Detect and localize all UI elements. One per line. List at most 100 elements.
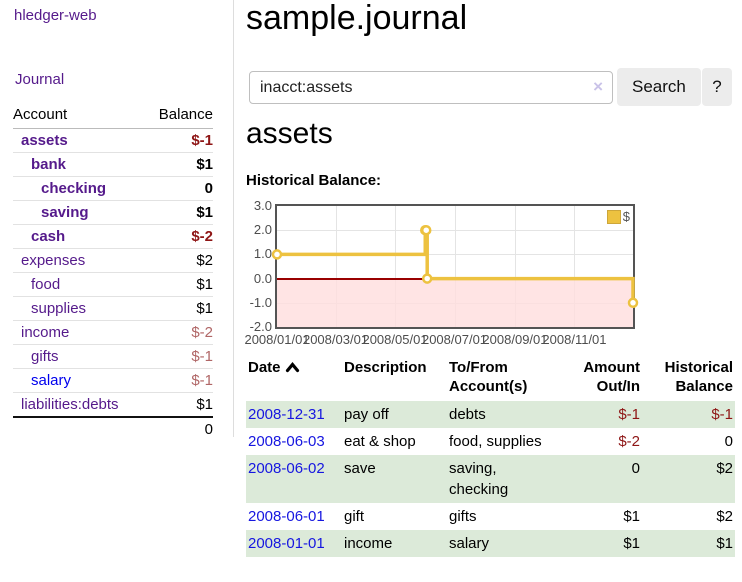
chart-x-tick-label: 2008/05/01 — [362, 332, 428, 347]
transaction-description: income — [344, 535, 393, 552]
historical-balance-chart: $ 2008/01/01 2008/03/01 2008/05/01 2008/07/… — [244, 198, 742, 352]
sidebar-account-link-income[interactable]: income — [21, 324, 70, 341]
register-table: Date Description To/From Account(s) Amou… — [246, 358, 735, 557]
transaction-balance: $-1 — [711, 406, 733, 423]
sidebar-account-link-expenses[interactable]: expenses — [21, 252, 86, 269]
transaction-date-cell: 2008-01-01 — [246, 530, 342, 557]
sidebar-account-link-salary[interactable]: salary — [31, 372, 72, 389]
transaction-date-link[interactable]: 2008-12-31 — [248, 406, 325, 423]
transaction-date-cell: 2008-12-31 — [246, 401, 342, 428]
chart-x-tick-label: 2008/03/01 — [302, 332, 369, 347]
app-brand-link[interactable]: hledger-web — [14, 7, 97, 24]
transaction-amount: $-1 — [618, 406, 640, 423]
account-balance-assets: $-1 — [191, 132, 213, 149]
register-header-row: Date Description To/From Account(s) Amou… — [246, 358, 735, 401]
chart-y-tick-label: 3.0 — [253, 198, 272, 213]
sidebar-account-link-bank[interactable]: bank — [31, 156, 67, 173]
transaction-description: gift — [344, 508, 365, 525]
help-button[interactable]: ? — [702, 68, 732, 106]
account-balance-cash: $-2 — [191, 228, 213, 245]
search-input[interactable] — [249, 71, 613, 104]
sidebar-divider — [233, 0, 234, 437]
transaction-row-2008-06-02: 2008-06-02 save saving, checking 0 $2 — [246, 455, 735, 503]
transaction-row-2008-12-31: 2008-12-31 pay off debts $-1 $-1 — [246, 401, 735, 428]
chart-legend: $ — [606, 209, 630, 224]
chart-plot: $ — [271, 204, 639, 329]
page-title: sample.journal — [246, 0, 468, 37]
transaction-accounts: gifts — [449, 508, 477, 525]
register-header-amount: Amount Out/In — [583, 359, 640, 395]
chart-x-tick-label: 2008/09/01 — [482, 332, 548, 347]
chart-point-marker — [271, 249, 283, 260]
transaction-description: eat & shop — [344, 433, 416, 450]
account-balance-salary: $-1 — [191, 372, 213, 389]
transaction-date-cell: 2008-06-03 — [246, 428, 342, 455]
transaction-date-link[interactable]: 2008-06-01 — [248, 508, 325, 525]
sidebar-item-journal[interactable]: Journal — [15, 71, 65, 88]
account-row-expenses: expenses $2 — [13, 249, 213, 273]
chart-y-tick-label: 2.0 — [253, 222, 272, 238]
register-header-description: Description — [344, 359, 427, 376]
account-row-cash: cash $-2 — [13, 225, 213, 249]
chart-negative-region — [277, 278, 633, 327]
account-balance-supplies: $1 — [196, 300, 213, 317]
accounts-total-row: 0 — [13, 416, 213, 441]
sidebar-account-link-gifts[interactable]: gifts — [31, 348, 59, 365]
chart-x-tick-label: 2008/07/01 — [421, 332, 488, 347]
sidebar-account-link-assets[interactable]: assets — [21, 132, 68, 149]
chart-gridline-vertical — [574, 206, 576, 327]
sidebar-account-link-checking[interactable]: checking — [41, 180, 107, 197]
transaction-date-cell: 2008-06-01 — [246, 503, 342, 530]
chart-gridline-vertical — [514, 206, 516, 327]
transaction-row-2008-01-01: 2008-01-01 income salary $1 $1 — [246, 530, 735, 557]
transaction-balance: $2 — [716, 460, 733, 477]
chart-gridline-horizontal — [277, 230, 633, 232]
account-row-gifts: gifts $-1 — [13, 345, 213, 369]
chart-point-marker — [627, 297, 639, 309]
account-row-bank: bank $1 — [13, 153, 213, 177]
legend-label: $ — [622, 209, 630, 224]
chart-gridline-vertical — [335, 206, 337, 327]
transaction-accounts: debts — [449, 406, 486, 423]
accounts-table-header: Account Balance — [13, 104, 213, 129]
sidebar-account-link-liabilities-debts[interactable]: liabilities:debts — [21, 396, 119, 413]
sidebar-account-link-saving[interactable]: saving — [41, 204, 89, 221]
account-row-salary: salary $-1 — [13, 369, 213, 393]
chart-gridline-vertical — [395, 206, 397, 327]
account-row-liabilities-debts: liabilities:debts $1 — [13, 393, 213, 416]
register-header-balance: Historical Balance — [664, 359, 733, 395]
transaction-accounts: salary — [449, 535, 490, 552]
sort-ascending-icon — [285, 362, 299, 373]
account-balance-liabilities-debts: $1 — [196, 396, 213, 413]
chart-point-marker — [420, 224, 432, 236]
transaction-accounts: saving, checking — [449, 460, 509, 498]
accounts-table: Account Balance assets $-1 bank $1 checking 0… — [13, 104, 213, 441]
account-row-assets: assets $-1 — [13, 129, 213, 153]
account-balance-expenses: $2 — [196, 252, 213, 269]
register-header-date[interactable]: Date — [246, 358, 342, 401]
chart-x-tick-label: 2008/01/01 — [244, 332, 310, 347]
transaction-amount: 0 — [631, 460, 640, 477]
account-section-title: assets — [246, 117, 333, 150]
account-row-food: food $1 — [13, 273, 213, 297]
transaction-date-link[interactable]: 2008-06-02 — [248, 460, 325, 477]
transaction-description: pay off — [344, 406, 389, 423]
transaction-date-link[interactable]: 2008-01-01 — [248, 535, 325, 552]
transaction-amount: $1 — [623, 535, 640, 552]
clear-search-icon[interactable]: × — [593, 77, 603, 96]
sidebar-account-link-cash[interactable]: cash — [31, 228, 66, 245]
sidebar-account-link-food[interactable]: food — [31, 276, 61, 293]
register-header-accounts: To/From Account(s) — [449, 359, 528, 395]
chart-x-tick-label: 2008/11/01 — [542, 332, 607, 347]
search-button[interactable]: Search — [617, 68, 701, 106]
sidebar-account-link-supplies[interactable]: supplies — [31, 300, 87, 317]
transaction-date-link[interactable]: 2008-06-03 — [248, 433, 325, 450]
search-form: × — [249, 71, 613, 104]
transaction-balance: 0 — [724, 433, 733, 450]
chart-gridline-vertical — [454, 206, 456, 327]
accounts-header-balance: Balance — [158, 106, 213, 123]
register-table-body: 2008-12-31 pay off debts $-1 $-1 2008-06-03 ea… — [246, 401, 735, 557]
account-row-saving: saving $1 — [13, 201, 213, 225]
account-row-supplies: supplies $1 — [13, 297, 213, 321]
